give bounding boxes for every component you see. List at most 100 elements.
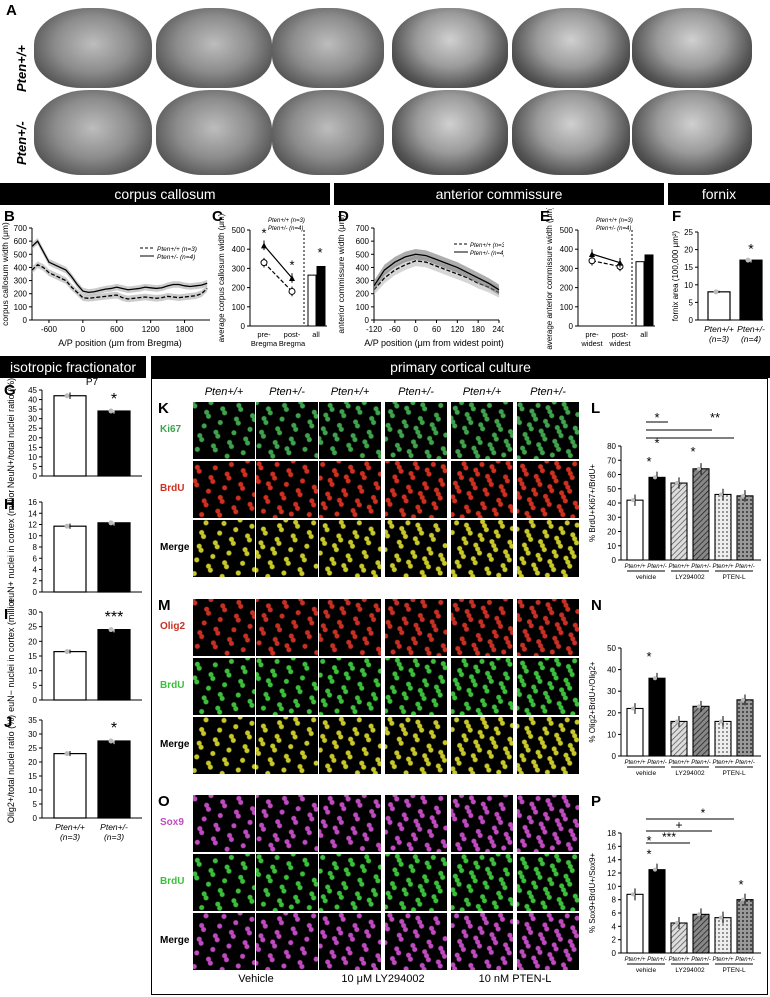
y-tick-label: 6 xyxy=(33,554,38,563)
y-tick-label: 0 xyxy=(23,316,28,325)
significance-star: * xyxy=(646,454,651,469)
x-tick-label: (n=3) xyxy=(709,334,729,344)
x-tick-label: 600 xyxy=(110,325,124,334)
micrograph-tile xyxy=(385,402,447,459)
y-tick-label: 30 xyxy=(607,687,616,696)
data-point xyxy=(697,912,701,917)
y-tick-label: 2 xyxy=(612,936,617,945)
brain-slice xyxy=(632,90,752,175)
x-tick-label: Pten+/+ xyxy=(624,760,646,766)
section-anterior-commissure: anterior commissure xyxy=(334,183,664,205)
y-tick-label: 20 xyxy=(607,528,616,537)
y-tick-label: 500 xyxy=(356,250,370,259)
x-tick-label: pre- xyxy=(257,330,271,339)
data-point xyxy=(64,523,70,529)
x-tick-label: 60 xyxy=(432,325,441,334)
y-tick-label: 400 xyxy=(14,263,28,272)
micrograph-tile xyxy=(193,658,255,715)
brain-slice xyxy=(156,90,272,175)
x-tick-label: pre- xyxy=(585,330,599,339)
x-tick-label: Pten+/- xyxy=(647,564,667,570)
bar-3 xyxy=(692,468,710,561)
bar-0 xyxy=(53,525,87,593)
x-tick-label: Pten+/+ xyxy=(712,564,734,570)
section-fornix: fornix xyxy=(668,183,770,205)
bar-5 xyxy=(736,899,754,954)
bar-1 xyxy=(97,410,131,477)
y-tick-label: 700 xyxy=(356,224,370,233)
micrograph-tile xyxy=(451,402,513,459)
x-tick-label: Pten+/+ xyxy=(712,957,734,963)
significance-star: *** xyxy=(662,830,676,844)
micrograph-tile xyxy=(319,795,381,852)
error-band xyxy=(32,237,208,296)
bar-0 xyxy=(53,395,87,477)
x-tick-label: Pten+/- xyxy=(647,760,667,766)
micrograph-tile xyxy=(517,461,579,518)
micrograph-tile xyxy=(385,520,447,577)
panel-h-chart: 0 2 4 6 8 10 12 14 16 NeuN+ nuclei in cortex (mil… xyxy=(6,490,142,602)
micrograph-tile xyxy=(256,658,318,715)
micrograph-tile xyxy=(193,795,255,852)
y-axis-label: average corpus callosum width (μm) xyxy=(217,213,226,342)
y-tick-label: 10 xyxy=(607,542,616,551)
y-tick-label: 400 xyxy=(356,263,370,272)
micrograph-tile xyxy=(319,658,381,715)
y-axis-label: fornix area (100,000 μm²) xyxy=(671,230,680,321)
y-tick-label: 700 xyxy=(14,224,28,233)
panel-label-h: H xyxy=(4,496,15,513)
x-tick-label: Pten+/- xyxy=(735,957,755,963)
micrograph-tile xyxy=(193,913,255,970)
x-tick-label: widest xyxy=(580,339,603,348)
y-tick-label: 100 xyxy=(232,303,246,312)
bar-0 xyxy=(626,893,644,954)
column-header: Pten+/+ xyxy=(462,386,502,398)
group-label: LY294002 xyxy=(675,770,705,777)
column-header: Pten+/+ xyxy=(204,386,244,398)
error-band xyxy=(374,255,499,298)
y-tick-label: 4 xyxy=(33,566,38,575)
y-tick-label: 10 xyxy=(607,882,616,891)
bar xyxy=(644,254,654,327)
micrograph-tile xyxy=(517,795,579,852)
y-axis-label: % BrdU+Ki67+/BrdU+ xyxy=(588,464,597,542)
group-label: PTEN-L xyxy=(722,770,746,777)
y-axis-label: % Sox9+BrdU+/Sox9+ xyxy=(588,853,597,934)
panel-label-p: P xyxy=(591,793,602,810)
y-tick-label: 8 xyxy=(612,896,617,905)
data-point xyxy=(108,408,114,414)
group-label: PTEN-L xyxy=(722,967,746,974)
y-tick-label: 0 xyxy=(33,814,38,823)
y-tick-label: 0 xyxy=(33,472,38,481)
y-tick-label: 300 xyxy=(14,277,28,286)
y-axis-label: NeuN+ nuclei in cortex (million) xyxy=(6,490,16,602)
y-tick-label: 25 xyxy=(684,228,693,237)
x-tick-label: (n=4) xyxy=(741,334,761,344)
data-point xyxy=(108,520,114,526)
panel-a-row1-label: Pten+/+ xyxy=(14,45,29,92)
micrograph-tile xyxy=(193,520,255,577)
micrograph-tile xyxy=(256,599,318,656)
brain-slice xyxy=(512,8,630,88)
channel-label: Olig2 xyxy=(160,621,186,632)
data-point xyxy=(697,466,701,471)
micrograph-tile xyxy=(451,854,513,911)
brain-slice xyxy=(156,8,272,88)
x-tick-label: Pten+/- xyxy=(647,957,667,963)
panel-label-l: L xyxy=(591,400,601,417)
bar xyxy=(316,265,326,327)
x-axis-label: A/P position (μm from widest point) xyxy=(364,338,504,348)
y-tick-label: 8 xyxy=(33,543,38,552)
y-tick-label: 25 xyxy=(28,424,37,433)
legend-label: Pten+/- (n=4) xyxy=(157,254,195,261)
y-tick-label: 70 xyxy=(607,456,616,465)
channel-label: Merge xyxy=(160,935,190,946)
panel-label-j: J xyxy=(4,714,13,731)
micrograph-tile xyxy=(256,461,318,518)
x-tick-label: Pten+/- xyxy=(735,760,755,766)
significance-star: * xyxy=(289,257,294,272)
y-tick-label: 0 xyxy=(33,696,38,705)
micrograph-tile xyxy=(319,520,381,577)
bar-4 xyxy=(714,493,732,561)
